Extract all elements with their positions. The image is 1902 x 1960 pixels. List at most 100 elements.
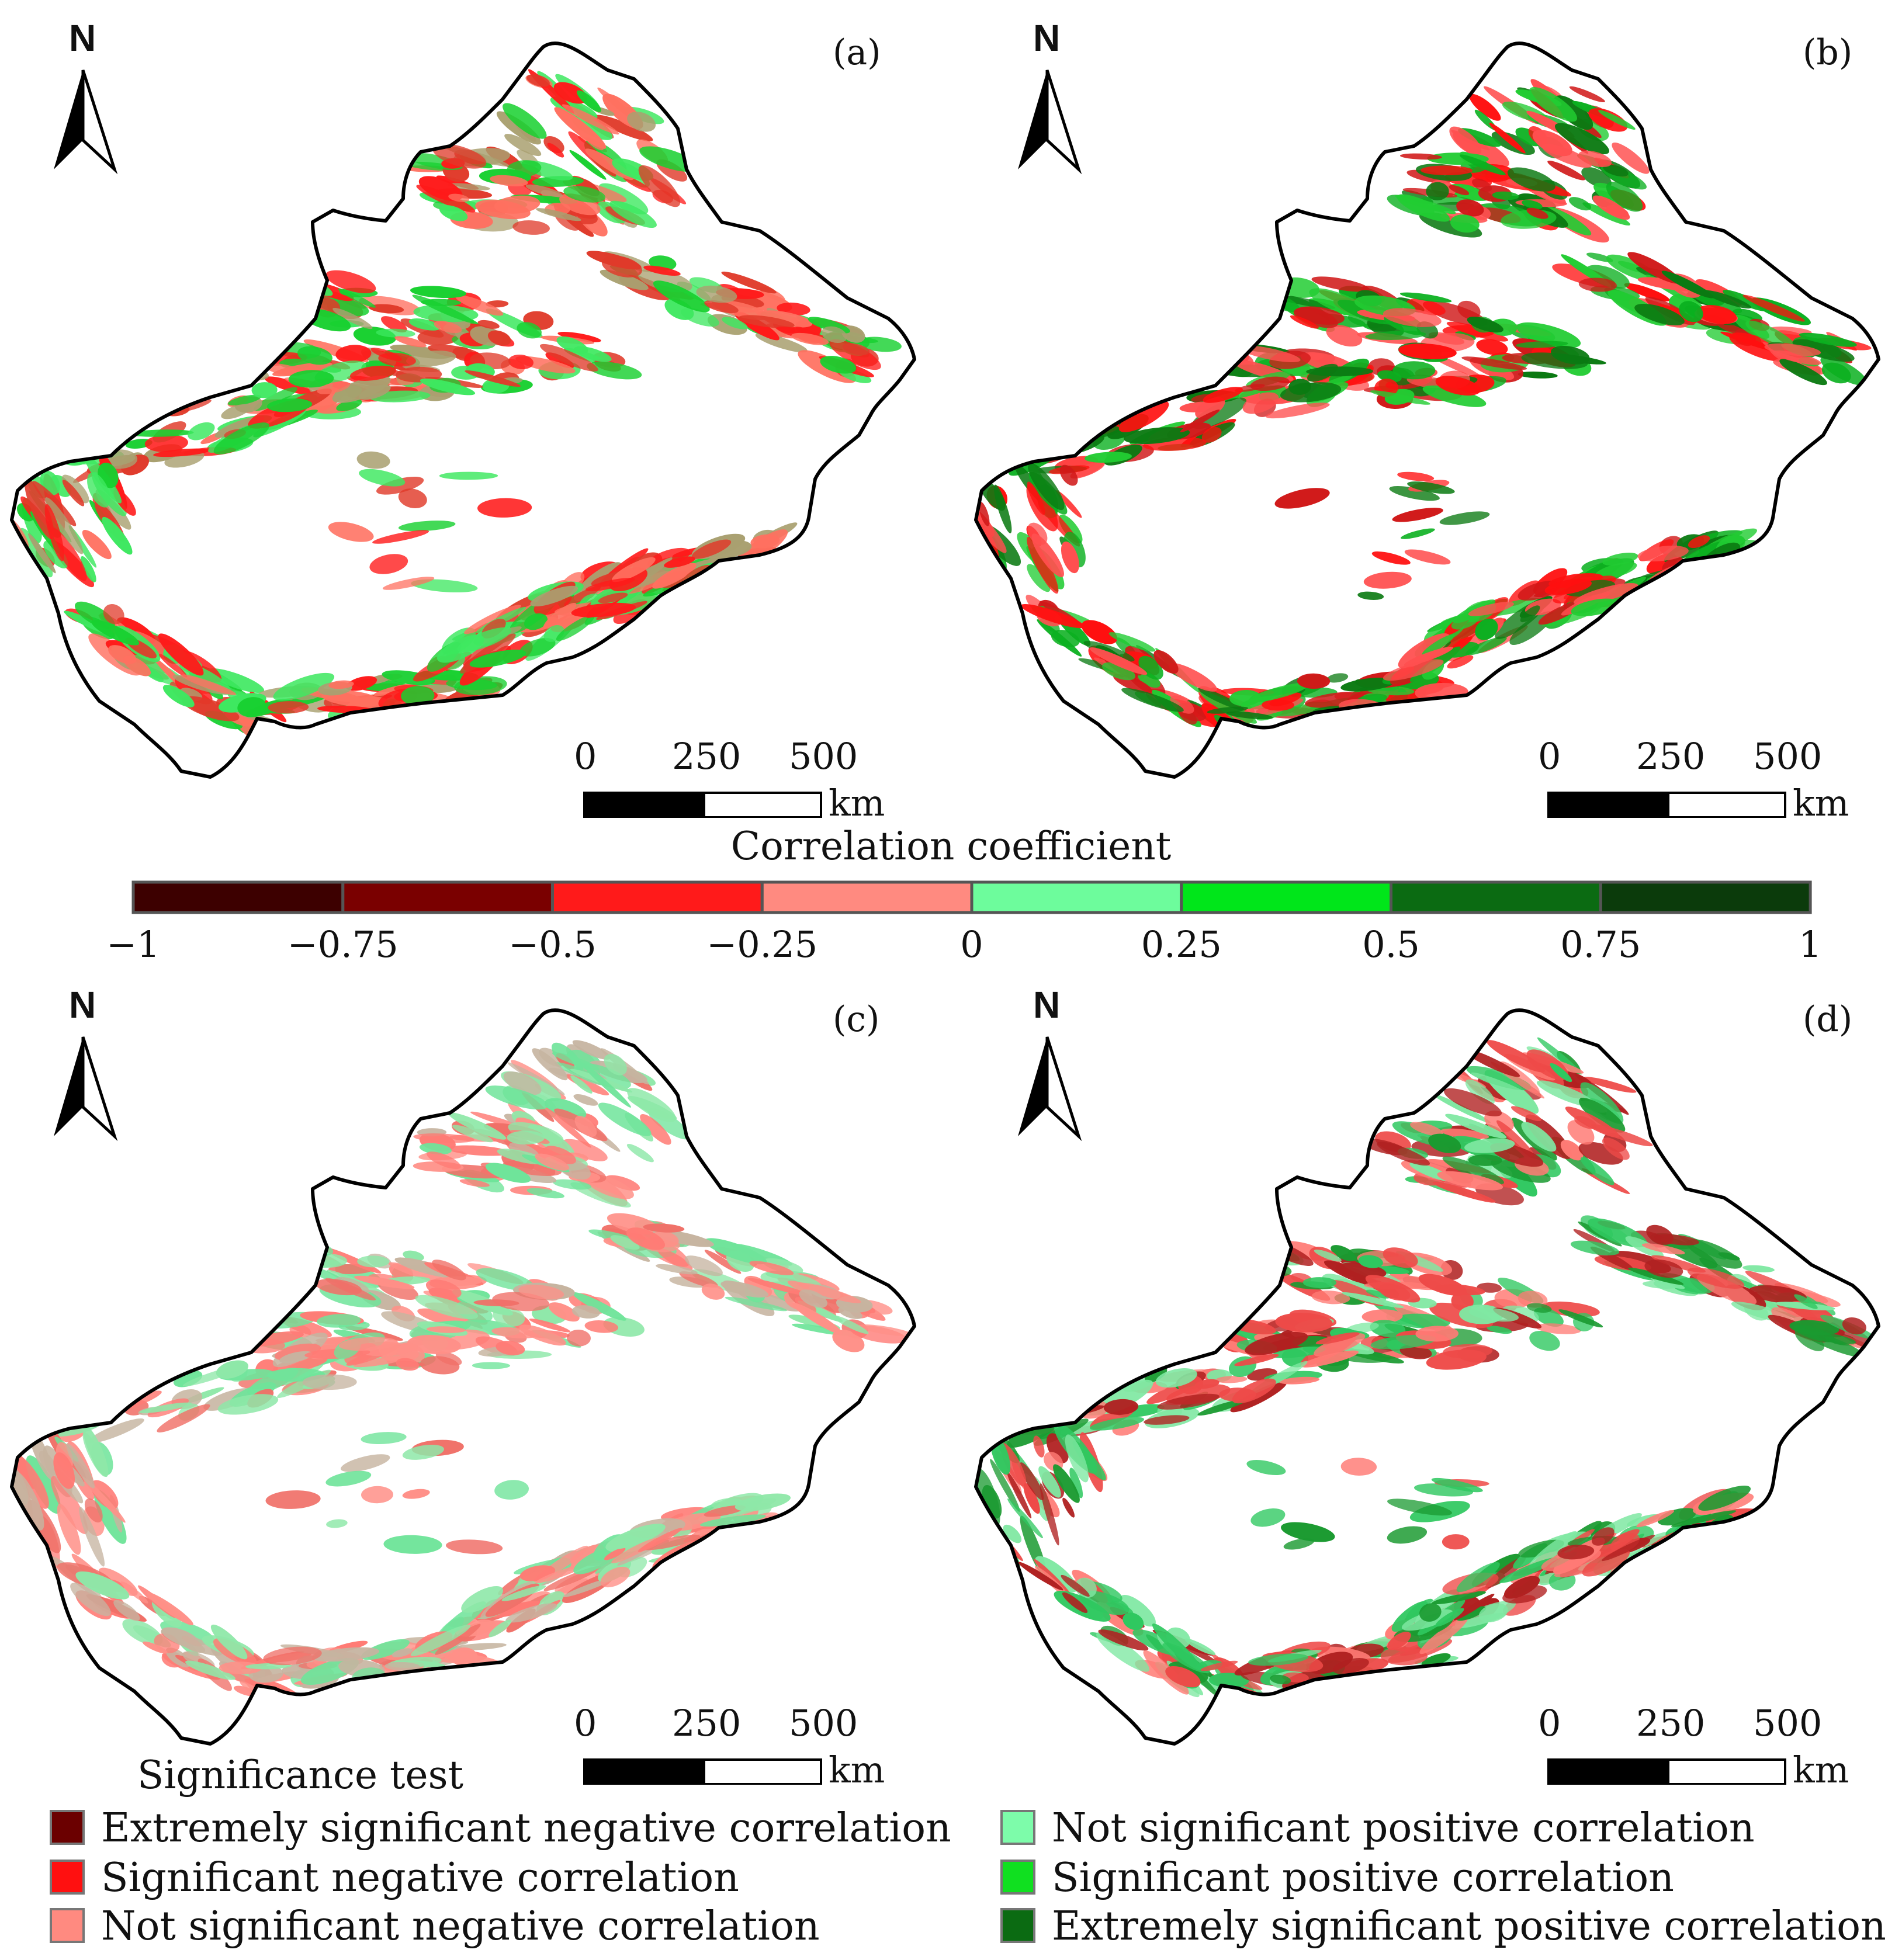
vegetation-patch [1574,583,1638,605]
vegetation-patch [1468,602,1514,616]
vegetation-patch [1465,1079,1495,1105]
vegetation-patch [518,1285,564,1300]
vegetation-patch [571,602,636,618]
vegetation-patch [1419,1603,1442,1622]
vegetation-patch [1487,1326,1512,1334]
legend-item-significant-negative: Significant negative correlation [50,1855,739,1901]
vegetation-patch [1428,332,1465,345]
vegetation-patch [332,375,391,403]
vegetation-patch [394,336,427,348]
vegetation-patch [1418,1274,1467,1296]
colorbar-tick: 0.25 [1141,923,1222,966]
vegetation-patch [153,448,210,457]
region-boundary [10,41,916,779]
vegetation-patch [519,1324,566,1346]
map-a [10,41,916,818]
map-panel-a: N (a) 0 250 500 km [0,0,951,841]
scalebar-tick: 250 [1636,735,1706,778]
vegetation-patch [262,1247,317,1278]
vegetation-patch [1311,276,1370,292]
colorbar-ramp [131,880,1812,914]
vegetation-patch [553,1179,591,1190]
vegetation-patch [1398,344,1457,359]
vegetation-patch [357,1255,390,1268]
vegetation-patch [600,269,649,290]
vegetation-patch [1245,1331,1308,1355]
vegetation-patch [361,1432,407,1445]
vegetation-patch [1842,1317,1866,1335]
vegetation-patch [1371,551,1411,565]
vegetation-patch [489,1619,512,1638]
vegetation-patch [1464,1138,1515,1153]
vegetation-patch [594,115,653,141]
vegetation-patch [1443,1344,1493,1359]
vegetation-patch [598,592,628,603]
vegetation-patch [1585,265,1630,289]
vegetation-patch [1342,1292,1404,1308]
vegetation-patch [638,165,681,207]
vegetation-patch [475,199,531,220]
vegetation-patch [162,1631,223,1656]
vegetation-patch [571,1305,600,1319]
vegetation-patch [1306,366,1373,377]
vegetation-patch [562,1139,608,1161]
vegetation-patch [139,1402,192,1413]
vegetation-patch [1197,688,1244,710]
vegetation-patch [1569,86,1605,103]
vegetation-patch [1358,1255,1383,1268]
vegetation-patch [264,1255,324,1272]
vegetation-patch [664,556,695,568]
vegetation-patch [611,557,656,582]
vegetation-patch [1271,1346,1326,1358]
vegetation-patch [410,1624,471,1656]
vegetation-patch [43,540,68,568]
north-arrow-icon [1045,1036,1082,1142]
vegetation-patch [12,1453,49,1509]
vegetation-patch [1232,1378,1276,1404]
vegetation-patch [57,1503,81,1555]
vegetation-patch [392,1648,413,1657]
vegetation-patch [1053,1464,1080,1503]
vegetation-patch [398,488,427,508]
vegetation-layer [12,69,902,751]
vegetation-patch [1370,390,1430,405]
vegetation-patch [1581,167,1612,188]
vegetation-patch [452,1125,493,1143]
vegetation-patch [1200,1660,1238,1671]
vegetation-patch [1437,1171,1503,1191]
vegetation-patch [1568,197,1591,211]
vegetation-patch [1195,397,1225,419]
vegetation-patch [61,474,89,504]
vegetation-patch [336,399,362,411]
vegetation-patch [1535,1323,1581,1334]
vegetation-patch [1108,632,1156,652]
vegetation-patch [979,501,990,526]
vegetation-patch [12,1470,44,1531]
vegetation-patch [1295,307,1338,328]
vegetation-patch [1033,1435,1045,1458]
vegetation-patch [657,1248,693,1271]
vegetation-patch [1301,1350,1359,1368]
vegetation-patch [1145,1366,1167,1383]
vegetation-patch [696,285,737,303]
vegetation-patch [19,528,53,578]
vegetation-patch [1654,1234,1699,1246]
vegetation-patch [720,1281,769,1298]
vegetation-patch [1457,300,1481,320]
legend-item-not-significant-positive: Not significant positive correlation [1000,1805,1755,1851]
vegetation-patch [1404,549,1451,565]
vegetation-patch [1399,153,1442,160]
vegetation-patch [1248,1653,1308,1666]
vegetation-patch [517,322,542,339]
vegetation-patch [532,1048,568,1081]
vegetation-patch [1397,194,1450,222]
vegetation-patch [50,1476,88,1534]
vegetation-patch [217,1394,279,1415]
vegetation-patch [704,1505,746,1517]
colorbar-tick: −1 [106,923,160,966]
colorbar-segment [341,880,555,914]
vegetation-patch [91,619,140,646]
vegetation-patch [1450,214,1480,233]
vegetation-patch [1189,346,1221,360]
vegetation-patch [79,1507,105,1567]
